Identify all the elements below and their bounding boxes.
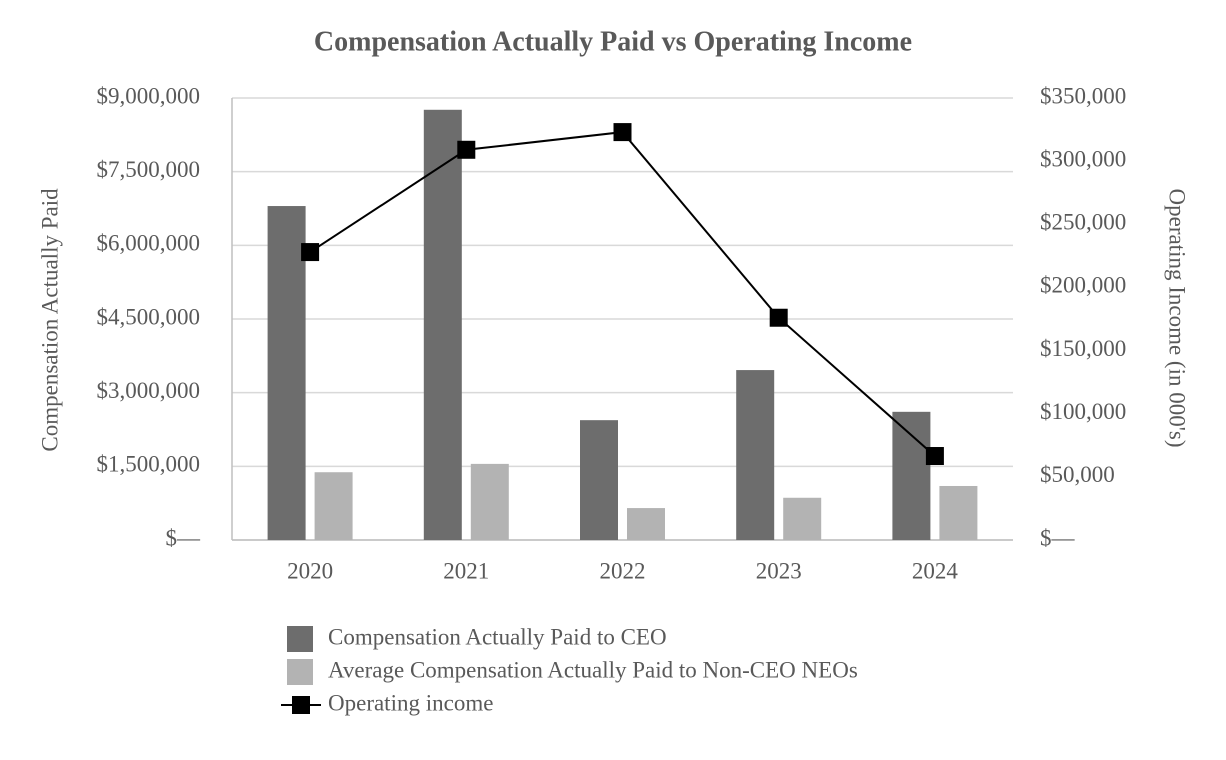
y2-tick-label: $100,000 — [1040, 399, 1126, 424]
line-marker — [457, 140, 476, 159]
legend-label: Operating income — [328, 690, 493, 715]
bar — [580, 420, 618, 540]
bar — [470, 463, 509, 540]
x-tick-label: 2023 — [756, 558, 802, 583]
y-tick-label: $7,500,000 — [97, 157, 201, 182]
legend-marker — [292, 696, 310, 714]
y2-tick-label: $300,000 — [1040, 146, 1126, 171]
bar — [267, 206, 306, 541]
y-tick-label: $1,500,000 — [97, 452, 201, 477]
legend-swatch — [287, 626, 313, 652]
bar — [892, 411, 931, 540]
y-axis-title: Compensation Actually Paid — [37, 188, 62, 452]
y2-tick-label: $350,000 — [1040, 83, 1126, 108]
y-tick-label: $6,000,000 — [97, 231, 201, 256]
line — [309, 131, 936, 457]
y-tick-label: $9,000,000 — [97, 83, 201, 108]
legend-label: Average Compensation Actually Paid to No… — [328, 657, 858, 682]
line-marker — [613, 123, 632, 142]
x-tick-label: 2021 — [443, 558, 489, 583]
y2-tick-label: $150,000 — [1040, 336, 1126, 361]
y2-tick-label: $— — [1040, 525, 1076, 550]
legend-label: Compensation Actually Paid to CEO — [328, 624, 667, 649]
bar — [423, 109, 462, 540]
y-tick-label: $4,500,000 — [97, 304, 201, 329]
x-tick-label: 2024 — [912, 558, 959, 583]
line-marker — [301, 243, 320, 262]
y2-axis-title: Operating Income (in 000's) — [1165, 189, 1190, 448]
chart-title: Compensation Actually Paid vs Operating … — [314, 26, 912, 57]
bar — [627, 508, 665, 540]
y-tick-label: $— — [166, 525, 202, 550]
x-tick-label: 2022 — [600, 558, 646, 583]
y2-tick-label: $200,000 — [1040, 273, 1126, 298]
bar — [736, 370, 775, 540]
legend-swatch — [287, 659, 313, 685]
line-marker — [769, 308, 788, 327]
y2-tick-label: $50,000 — [1040, 462, 1115, 487]
bar — [939, 485, 978, 540]
bar — [314, 472, 353, 540]
bar — [783, 497, 822, 540]
y2-tick-label: $250,000 — [1040, 210, 1126, 235]
line-marker — [925, 447, 944, 466]
x-tick-label: 2020 — [287, 558, 333, 583]
y-tick-label: $3,000,000 — [97, 378, 201, 403]
